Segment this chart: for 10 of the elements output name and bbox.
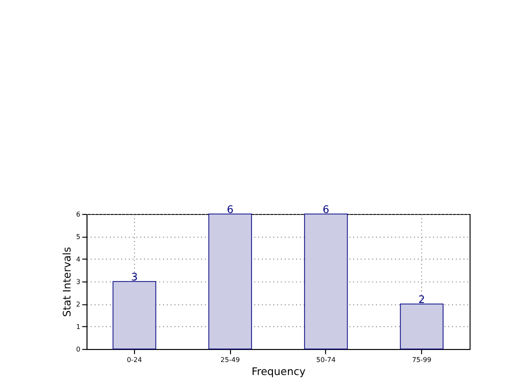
x-axis-title: Frequency bbox=[252, 366, 306, 378]
data-label: 6 bbox=[226, 204, 234, 216]
data-label: 6 bbox=[322, 204, 330, 216]
bar bbox=[400, 304, 444, 350]
y-axis-title: Stat Intervals bbox=[61, 246, 74, 317]
bar bbox=[208, 214, 252, 350]
bar bbox=[304, 214, 348, 350]
data-label: 2 bbox=[418, 294, 426, 306]
data-label: 3 bbox=[131, 272, 138, 284]
bar bbox=[112, 281, 156, 350]
